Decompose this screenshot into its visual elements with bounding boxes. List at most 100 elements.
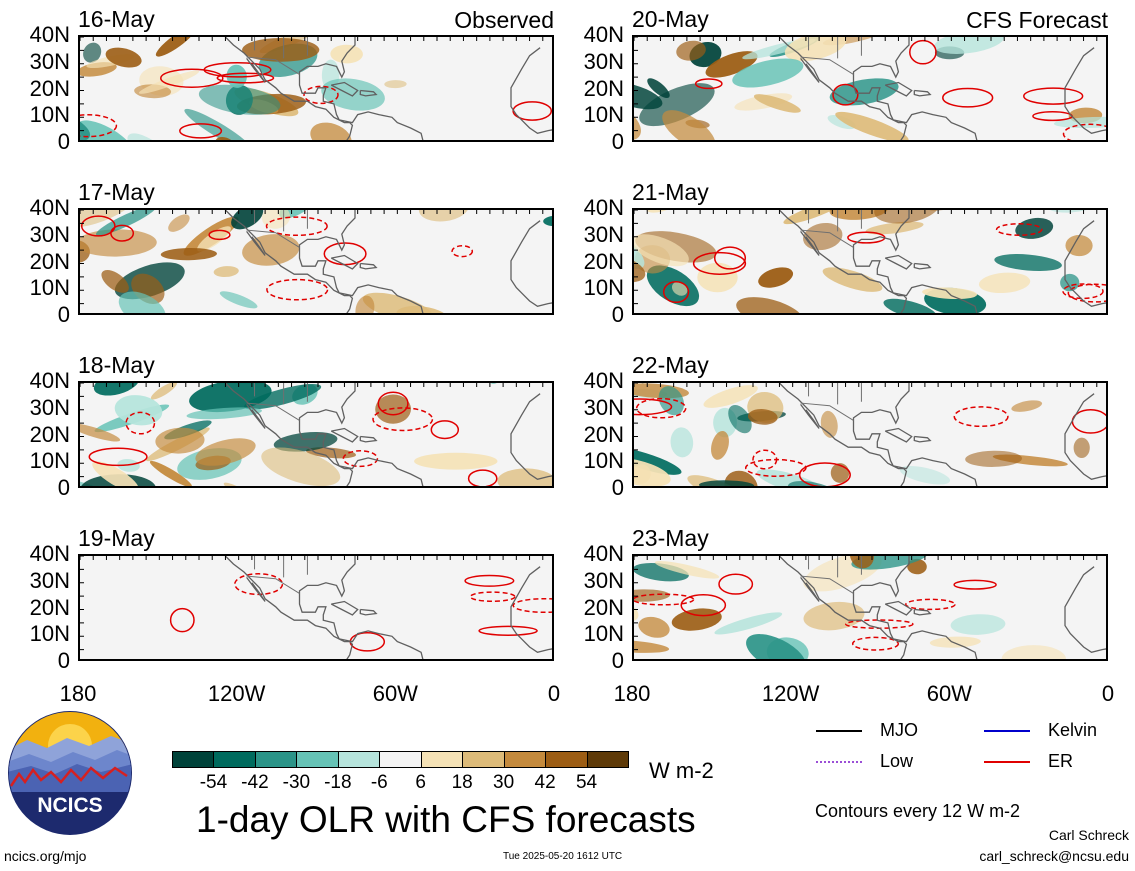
coastline xyxy=(224,556,354,659)
country-border xyxy=(246,383,308,421)
olr-anomaly-blob xyxy=(728,404,752,434)
olr-anomaly-blob xyxy=(753,94,801,113)
er-contour xyxy=(680,594,727,617)
olr-anomaly-blob xyxy=(384,80,407,89)
er-contour xyxy=(798,462,851,486)
ncics-logo: NCICS xyxy=(7,710,133,836)
coastline xyxy=(359,262,378,270)
colorbar-swatch xyxy=(254,751,298,768)
logo-text: NCICS xyxy=(37,794,102,817)
olr-map-panel xyxy=(78,35,554,142)
longitude-label: 120W xyxy=(761,681,820,706)
coastline xyxy=(510,566,552,654)
olr-anomaly-blob xyxy=(160,247,217,261)
er-contour xyxy=(909,39,937,65)
olr-anomaly-blob xyxy=(747,409,778,425)
olr-anomaly-blob xyxy=(138,70,200,94)
olr-map-panel xyxy=(78,381,554,488)
coastline xyxy=(884,254,913,270)
latitude-label: 40N xyxy=(29,541,70,566)
olr-anomaly-blob xyxy=(950,614,1006,635)
olr-map-panel xyxy=(632,381,1108,488)
colorbar-tick-label: -18 xyxy=(324,772,352,793)
coastline xyxy=(778,37,908,140)
olr-anomaly-blob xyxy=(93,383,140,396)
coastline xyxy=(852,383,978,486)
olr-anomaly-blob xyxy=(662,110,716,140)
olr-anomaly-blob xyxy=(634,457,671,486)
coastline xyxy=(778,383,908,486)
olr-anomaly-blob xyxy=(883,298,937,313)
coastline xyxy=(298,556,424,659)
olr-anomaly-blob xyxy=(150,383,177,400)
coastline xyxy=(246,231,266,256)
country-border xyxy=(246,556,308,594)
latitude-label: 10N xyxy=(29,448,70,474)
latitude-label: 30N xyxy=(583,567,624,593)
er-contour xyxy=(634,398,673,416)
coastline xyxy=(510,220,552,308)
panel-date: 23-May xyxy=(632,525,709,551)
coastline xyxy=(913,435,932,443)
olr-anomaly-blob xyxy=(803,601,865,631)
latitude-label: 10N xyxy=(583,448,624,474)
latitude-label: 40N xyxy=(583,541,624,566)
olr-anomaly-blob xyxy=(497,468,552,486)
coastline xyxy=(800,231,820,256)
coastline xyxy=(246,404,266,429)
olr-map-panel xyxy=(78,208,554,315)
latitude-label: 30N xyxy=(29,394,70,420)
coastline xyxy=(510,393,552,481)
coastline xyxy=(778,556,908,659)
er-contour xyxy=(512,101,552,121)
coastline xyxy=(1064,393,1106,481)
colorbar-tick-label: 42 xyxy=(534,772,556,793)
olr-anomaly-blob xyxy=(1011,400,1043,412)
olr-anomaly-blob xyxy=(703,385,758,408)
colorbar-tick-label: -30 xyxy=(282,772,311,793)
er-contour xyxy=(469,591,516,603)
er-contour xyxy=(80,215,116,237)
olr-anomaly-blob xyxy=(736,297,804,313)
er-contour xyxy=(662,280,690,304)
contour-interval-note: Contours every 12 W m-2 xyxy=(815,801,1021,821)
latitude-label: 30N xyxy=(29,567,70,593)
coastline xyxy=(1064,47,1106,135)
olr-anomaly-blob xyxy=(874,210,941,224)
olr-anomaly-blob xyxy=(219,291,258,309)
olr-map-panel xyxy=(632,35,1108,142)
olr-anomaly-blob xyxy=(244,384,322,410)
olr-anomaly-blob xyxy=(654,561,720,579)
olr-anomaly-blob xyxy=(186,407,262,420)
coastline xyxy=(330,254,359,270)
olr-anomaly-blob xyxy=(198,84,281,115)
coastline xyxy=(246,58,266,83)
olr-anomaly-blob xyxy=(827,114,856,130)
country-border xyxy=(246,210,308,248)
er-contour xyxy=(713,246,747,270)
colorbar-tick-label: -54 xyxy=(199,772,228,793)
olr-anomaly-blob xyxy=(80,120,134,140)
latitude-label: 30N xyxy=(583,394,624,420)
coastline xyxy=(246,577,266,602)
olr-anomaly-blob xyxy=(784,37,847,62)
colorbar-swatch xyxy=(337,751,381,768)
footer-author: Carl Schreck xyxy=(1048,827,1129,843)
olr-anomaly-blob xyxy=(865,221,924,235)
olr-anomaly-blob xyxy=(697,262,738,293)
olr-anomaly-blob xyxy=(396,305,449,313)
er-contour xyxy=(744,458,807,477)
footer-email[interactable]: carl_schreck@ncsu.edu xyxy=(979,848,1129,864)
er-contour xyxy=(342,450,379,468)
olr-anomaly-blob xyxy=(118,291,166,313)
colorbar-swatch xyxy=(296,751,339,768)
latitude-label: 10N xyxy=(583,102,624,128)
coastline xyxy=(510,47,552,135)
mjo-legend-line xyxy=(816,730,862,732)
olr-anomaly-blob xyxy=(647,78,670,98)
olr-anomaly-blob xyxy=(724,470,758,486)
er-contour xyxy=(451,245,474,258)
footer-url[interactable]: ncics.org/mjo xyxy=(4,848,87,864)
kelvin-legend-label: Kelvin xyxy=(1048,720,1098,740)
panel-date: 22-May xyxy=(632,352,709,378)
